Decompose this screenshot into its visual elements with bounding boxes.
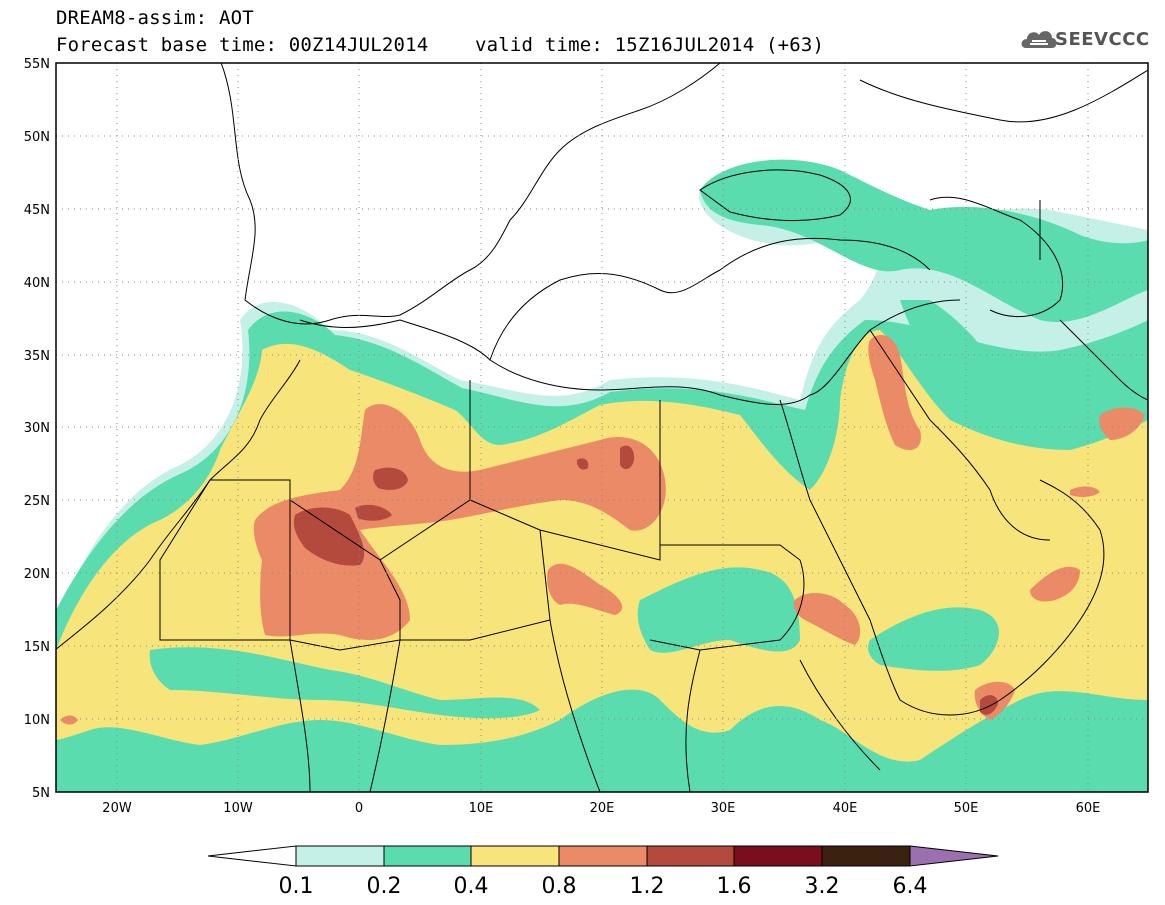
lat-label: 40N <box>24 276 50 291</box>
lon-label: 10W <box>223 801 253 816</box>
colorbar-swatch <box>383 845 472 867</box>
colorbar-swatch <box>558 845 648 867</box>
lat-label: 10N <box>24 713 50 728</box>
colorbar-swatch <box>646 845 735 867</box>
lon-label: 30E <box>711 801 736 816</box>
lon-label: 20E <box>590 801 615 816</box>
colorbar-swatch <box>470 845 560 867</box>
colorbar-label: 0.4 <box>454 874 489 899</box>
colorbar-swatch <box>733 845 823 867</box>
colorbar-label: 0.1 <box>279 874 314 899</box>
colorbar-swatch <box>821 845 911 867</box>
lat-label: 35N <box>24 349 50 364</box>
cloud-icon <box>1021 31 1057 48</box>
map-subtitle: Forecast base time: 00Z14JUL2014 valid t… <box>56 34 825 56</box>
lon-label: 40E <box>833 801 858 816</box>
lon-label: 50E <box>954 801 979 816</box>
lon-label: 60E <box>1076 801 1101 816</box>
lon-label: 10E <box>469 801 494 816</box>
colorbar-label: 6.4 <box>893 874 928 899</box>
map-title: DREAM8-assim: AOT <box>56 7 254 29</box>
colorbar-under-triangle <box>207 845 297 867</box>
lon-label: 20W <box>102 801 132 816</box>
colorbar-label: 1.6 <box>717 874 752 899</box>
latitude-labels: 55N 50N 45N 40N 35N 30N 25N 20N 15N 10N … <box>24 57 50 801</box>
lat-label: 5N <box>32 786 50 801</box>
longitude-labels: 20W 10W 0 10E 20E 30E 40E 50E 60E <box>102 801 1100 816</box>
colorbar-over-triangle <box>909 845 999 867</box>
lat-label: 45N <box>24 203 50 218</box>
aot-field <box>56 63 1148 792</box>
colorbar-label: 1.2 <box>630 874 665 899</box>
lat-label: 25N <box>24 494 50 509</box>
colorbar-label: 0.2 <box>367 874 402 899</box>
colorbar-swatch <box>295 845 385 867</box>
map-frame <box>55 62 1149 793</box>
lat-label: 50N <box>24 130 50 145</box>
lat-label: 55N <box>24 57 50 72</box>
lat-label: 15N <box>24 640 50 655</box>
colorbar-label: 3.2 <box>805 874 840 899</box>
lat-label: 20N <box>24 567 50 582</box>
colorbar-label: 0.8 <box>542 874 577 899</box>
logo-text: SEEVCCC <box>1055 29 1150 50</box>
lat-label: 30N <box>24 421 50 436</box>
lon-label: 0 <box>355 801 363 816</box>
colorbar-legend: 0.1 0.2 0.4 0.8 1.2 1.6 3.2 6.4 <box>207 845 999 899</box>
